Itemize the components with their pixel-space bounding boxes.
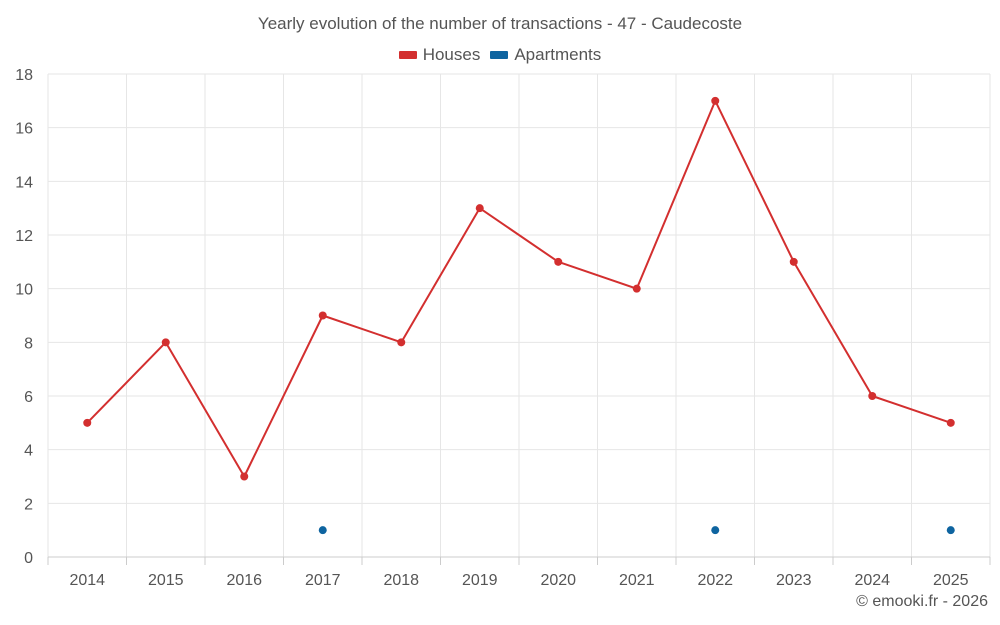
x-tick-label: 2015 [148, 572, 184, 589]
data-point-houses [632, 284, 641, 293]
data-point-apartments [711, 526, 720, 535]
grid [47, 73, 991, 557]
x-tick-label: 2020 [540, 572, 576, 589]
data-point-houses [789, 257, 798, 266]
x-tick-label: 2022 [697, 572, 733, 589]
data-point-houses [868, 392, 877, 400]
data-point-houses [318, 311, 327, 320]
x-tick-label: 2014 [69, 572, 105, 589]
chart-title: Yearly evolution of the number of transa… [257, 14, 743, 33]
legend: Houses Apartments [0, 45, 1000, 65]
legend-swatch-houses [398, 51, 417, 59]
y-tick-label: 0 [24, 550, 33, 567]
series [83, 96, 955, 535]
y-tick-label: 8 [24, 335, 33, 352]
y-tick-label: 14 [15, 174, 33, 191]
y-tick-label: 18 [15, 67, 33, 84]
y-tick-label: 12 [15, 228, 33, 245]
series-line-houses [86, 99, 952, 478]
data-point-houses [240, 472, 249, 481]
data-point-apartments [946, 526, 955, 535]
x-tick-label: 2017 [305, 572, 341, 589]
x-tick-label: 2019 [462, 572, 498, 589]
legend-label-apartments: Apartments [514, 45, 602, 64]
y-tick-label: 2 [24, 496, 33, 513]
axes: 0 2 4 6 8 10 12 14 16 18 2014 2015 2016 2017 2018 2019 2… [15, 67, 991, 589]
legend-label-houses: Houses [422, 45, 481, 64]
x-tick-label: 2021 [619, 572, 655, 589]
y-tick-label: 4 [24, 443, 33, 460]
x-tick-label: 2023 [776, 572, 812, 589]
data-point-houses [554, 257, 563, 266]
y-tick-label: 6 [24, 389, 33, 406]
legend-item-houses[interactable]: Houses [398, 45, 481, 65]
data-point-houses [711, 96, 720, 105]
data-point-houses [946, 418, 955, 427]
data-point-houses [475, 204, 484, 213]
legend-item-apartments[interactable]: Apartments [490, 45, 601, 65]
legend-swatch-apartments [490, 51, 509, 59]
data-point-houses [161, 338, 170, 347]
data-point-houses [83, 418, 92, 427]
credit-text: © emooki.fr - 2026 [856, 593, 988, 610]
x-tick-label: 2025 [933, 572, 969, 589]
y-tick-label: 16 [15, 121, 33, 138]
x-tick-label: 2018 [383, 572, 419, 589]
data-point-houses [397, 338, 406, 347]
x-tick-label: 2016 [226, 572, 262, 589]
x-tick-label: 2024 [854, 572, 890, 589]
y-tick-label: 10 [15, 282, 33, 299]
data-point-apartments [318, 526, 327, 535]
